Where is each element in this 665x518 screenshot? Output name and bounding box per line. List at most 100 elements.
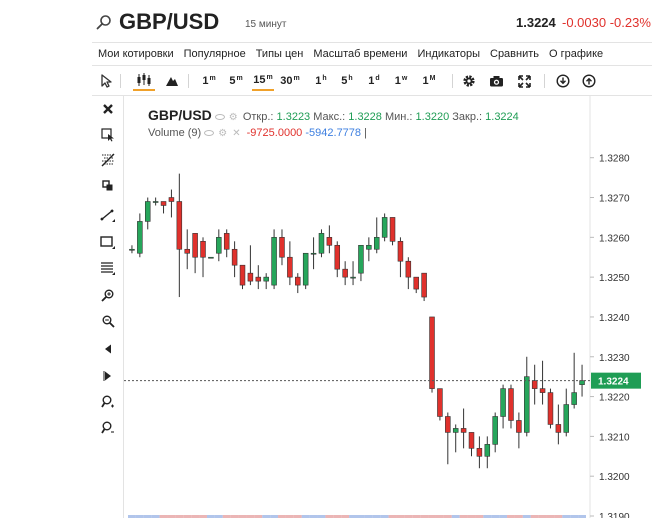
- arrow-left-icon: [105, 344, 111, 354]
- gear-icon[interactable]: ⚙: [228, 112, 238, 123]
- candle-body: [476, 448, 483, 457]
- candlestick-icon: [137, 73, 151, 86]
- interval-unit: m: [293, 74, 300, 82]
- upload-button[interactable]: [580, 71, 598, 91]
- fullscreen-button[interactable]: [515, 71, 533, 91]
- menu-item-2[interactable]: Типы цен: [255, 48, 304, 60]
- candle-body: [579, 380, 585, 385]
- candle-body: [279, 237, 285, 258]
- search-icon[interactable]: [96, 14, 112, 30]
- zoom-out-small-button[interactable]: [99, 419, 117, 437]
- close-label: Закр.:: [452, 111, 483, 123]
- toolbar-divider: [452, 74, 453, 88]
- volume-separator: |: [364, 127, 367, 139]
- y-tick-label: 1.3190: [599, 512, 630, 518]
- trendline-tool-button[interactable]: [99, 206, 117, 224]
- rectangle-icon: [100, 236, 115, 249]
- volume-bar: [151, 515, 160, 518]
- clear-drawings-button[interactable]: [99, 100, 117, 118]
- ohlc-legend: GBP/USD ⚙ Откр.: 1.3223 Макс.: 1.3228 Мин…: [148, 107, 519, 123]
- download-button[interactable]: [554, 71, 572, 91]
- close-value: 1.3224: [485, 111, 519, 123]
- legend-symbol: GBP/USD: [148, 107, 212, 123]
- interval-15m-button[interactable]: 15 m: [252, 71, 274, 91]
- price-chart[interactable]: 1.3280 1.3270 1.3260 1.3250 1.3240 1.3230 1.32…: [124, 96, 652, 518]
- interval-30m-button[interactable]: 30 m: [279, 71, 301, 91]
- volume-bar: [349, 515, 357, 518]
- timeframe-label: 15 минут: [245, 19, 287, 30]
- header: GBP/USD 15 минут 1.3224 -0.0030 -0.23%: [0, 0, 665, 42]
- y-tick-label: 1.3230: [599, 353, 630, 364]
- menu-item-6[interactable]: О графике: [549, 48, 604, 60]
- volume-bar: [301, 515, 310, 518]
- volume-bar: [214, 515, 223, 518]
- volume-bar: [364, 515, 373, 518]
- area-type-button[interactable]: [162, 71, 182, 91]
- volume-bar: [522, 515, 531, 518]
- volume-bar: [206, 515, 215, 518]
- gear-icon[interactable]: ⚙: [218, 128, 228, 139]
- copy-tool-button[interactable]: [99, 177, 117, 195]
- page-title: GBP/USD: [119, 9, 220, 34]
- eye-icon[interactable]: [204, 129, 215, 136]
- cursor-tool-button[interactable]: [98, 71, 114, 91]
- candle-body: [144, 201, 151, 222]
- menu-item-3[interactable]: Масштаб времени: [313, 48, 408, 60]
- y-tick-label: 1.3240: [599, 313, 630, 324]
- zoom-in-tool-button[interactable]: [99, 287, 117, 305]
- scroll-left-button[interactable]: [99, 340, 117, 358]
- volume-value-1: -9725.0000: [246, 127, 303, 139]
- upload-icon: [582, 74, 596, 88]
- candlestick-type-button[interactable]: [133, 71, 155, 91]
- candle-body: [571, 392, 577, 405]
- menu-item-4[interactable]: Индикаторы: [417, 48, 480, 60]
- settings-button[interactable]: [460, 71, 478, 91]
- screenshot-button[interactable]: [487, 71, 505, 91]
- candle-body: [176, 201, 183, 250]
- y-tick-label: 1.3220: [599, 393, 630, 404]
- close-icon[interactable]: ✕: [232, 128, 241, 139]
- arrow-right-icon: [103, 371, 111, 381]
- candle-body: [287, 256, 293, 278]
- candle-body: [539, 388, 546, 393]
- rectangle-tool-button[interactable]: [99, 233, 117, 251]
- menu-item-0[interactable]: Мои котировки: [98, 48, 174, 60]
- zoom-out-tool-button[interactable]: [99, 313, 117, 331]
- interval-unit: h: [322, 74, 327, 82]
- low-label: Мин.:: [384, 111, 413, 123]
- volume-bar: [388, 515, 397, 518]
- volume-bar: [578, 515, 586, 518]
- menu-item-1[interactable]: Популярное: [183, 48, 246, 60]
- interval-number: 5: [341, 75, 348, 87]
- chart-toolbar: 1 m 5 m 15 m 30 m 1 h 5 h 1 d 1 w 1 M: [92, 66, 652, 96]
- drawing-toolbar: [92, 96, 124, 518]
- candle-body: [555, 424, 562, 433]
- volume-bar: [499, 515, 508, 518]
- interval-unit: h: [348, 74, 353, 82]
- fibonacci-tool-button[interactable]: [99, 151, 117, 169]
- candle-body: [358, 244, 364, 274]
- volume-bar: [191, 515, 200, 518]
- eye-icon[interactable]: [214, 113, 225, 120]
- high-value: 1.3228: [348, 111, 382, 123]
- candle-body: [318, 233, 325, 254]
- select-box-icon: [101, 128, 114, 142]
- gear-icon: [463, 75, 475, 87]
- candle-body: [563, 404, 570, 433]
- select-tool-button[interactable]: [99, 126, 117, 144]
- interval-number: 15: [253, 74, 266, 86]
- scroll-right-button[interactable]: [99, 367, 117, 385]
- horizontal-lines-tool-button[interactable]: [99, 259, 117, 277]
- candle-body: [342, 268, 348, 278]
- zoom-in-small-button[interactable]: [99, 393, 117, 411]
- candle-body: [168, 197, 175, 202]
- menu-item-5[interactable]: Сравнить: [490, 48, 540, 60]
- volume-bar: [143, 515, 152, 518]
